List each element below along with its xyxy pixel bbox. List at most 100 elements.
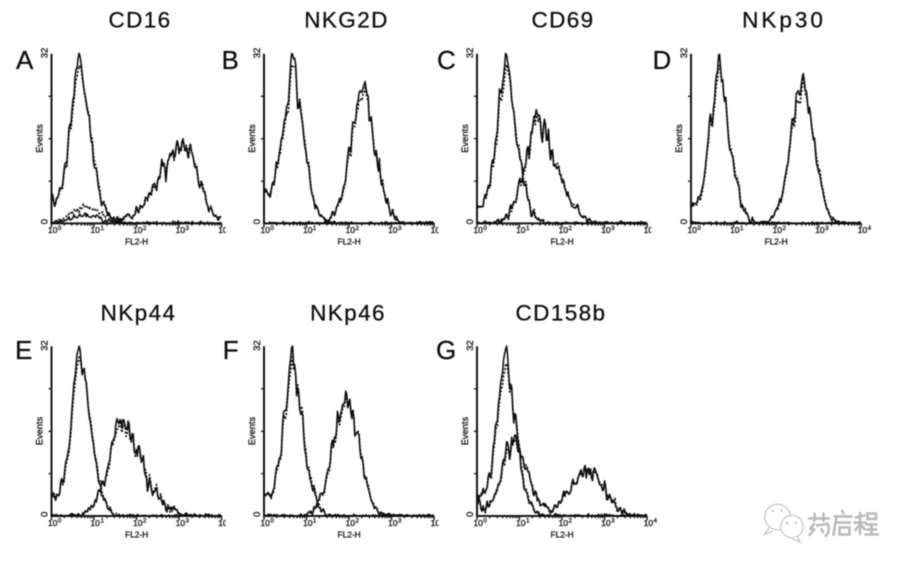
svg-text:3: 3 [398, 225, 402, 232]
svg-text:2: 2 [356, 225, 360, 232]
svg-text:3: 3 [611, 517, 615, 524]
svg-text:F: F [223, 335, 239, 365]
svg-text:0: 0 [270, 517, 274, 524]
svg-text:10: 10 [48, 225, 58, 235]
svg-text:10: 10 [644, 518, 654, 528]
svg-text:0: 0 [39, 512, 50, 517]
svg-text:1: 1 [101, 517, 105, 524]
svg-text:0: 0 [465, 512, 476, 517]
svg-text:2: 2 [356, 517, 360, 524]
svg-text:0: 0 [483, 517, 487, 524]
svg-text:10: 10 [218, 518, 228, 528]
svg-text:NKp44: NKp44 [101, 301, 177, 326]
svg-text:Events: Events [247, 124, 257, 153]
svg-text:10: 10 [730, 225, 740, 235]
svg-text:10: 10 [303, 225, 313, 235]
svg-text:2: 2 [783, 225, 787, 232]
svg-text:10: 10 [388, 518, 398, 528]
svg-text:10: 10 [516, 225, 526, 235]
svg-text:10: 10 [858, 225, 868, 235]
svg-text:G: G [436, 335, 456, 365]
svg-text:10: 10 [90, 225, 100, 235]
svg-text:10: 10 [48, 518, 58, 528]
svg-text:10: 10 [559, 225, 569, 235]
svg-text:10: 10 [601, 225, 611, 235]
svg-text:1: 1 [313, 517, 317, 524]
svg-text:10: 10 [303, 518, 313, 528]
svg-text:Events: Events [35, 124, 45, 153]
svg-text:1: 1 [313, 225, 317, 232]
svg-text:10: 10 [388, 225, 398, 235]
svg-text:FL2-H: FL2-H [337, 237, 360, 247]
svg-text:FL2-H: FL2-H [550, 237, 573, 247]
svg-text:10: 10 [644, 225, 654, 235]
svg-text:10: 10 [260, 518, 270, 528]
svg-text:Events: Events [460, 124, 470, 153]
svg-text:32: 32 [465, 340, 476, 351]
svg-text:B: B [222, 45, 239, 75]
svg-text:Events: Events [35, 417, 45, 446]
svg-text:CD69: CD69 [531, 8, 594, 33]
svg-text:D: D [653, 45, 672, 75]
svg-text:0: 0 [465, 219, 476, 224]
svg-text:10: 10 [601, 518, 611, 528]
svg-text:10: 10 [431, 518, 441, 528]
svg-text:10: 10 [176, 518, 186, 528]
svg-text:10: 10 [516, 518, 526, 528]
svg-text:CD158b: CD158b [516, 301, 607, 326]
svg-text:FL2-H: FL2-H [550, 529, 573, 539]
svg-text:10: 10 [90, 518, 100, 528]
svg-text:1: 1 [526, 517, 530, 524]
svg-text:3: 3 [186, 225, 190, 232]
svg-text:A: A [16, 45, 34, 75]
svg-text:0: 0 [252, 512, 263, 517]
svg-text:NKp46: NKp46 [310, 301, 386, 326]
svg-text:2: 2 [569, 225, 573, 232]
svg-text:3: 3 [611, 225, 615, 232]
svg-text:NKp30: NKp30 [742, 8, 826, 33]
svg-text:10: 10 [133, 518, 143, 528]
svg-text:10: 10 [176, 225, 186, 235]
svg-text:32: 32 [679, 48, 690, 59]
svg-text:3: 3 [186, 517, 190, 524]
svg-text:CD16: CD16 [108, 8, 171, 33]
svg-text:1: 1 [526, 225, 530, 232]
svg-text:32: 32 [39, 48, 50, 59]
svg-text:10: 10 [346, 225, 356, 235]
svg-text:C: C [437, 45, 456, 75]
svg-text:Events: Events [674, 124, 684, 153]
svg-text:4: 4 [868, 225, 872, 232]
svg-text:10: 10 [773, 225, 783, 235]
svg-text:Events: Events [460, 417, 470, 446]
svg-text:10: 10 [346, 518, 356, 528]
svg-text:10: 10 [473, 225, 483, 235]
svg-text:32: 32 [252, 48, 263, 59]
svg-text:1: 1 [101, 225, 105, 232]
svg-text:FL2-H: FL2-H [337, 529, 360, 539]
svg-text:E: E [15, 335, 32, 365]
svg-text:FL2-H: FL2-H [125, 237, 148, 247]
svg-text:10: 10 [431, 225, 441, 235]
svg-text:3: 3 [825, 225, 829, 232]
svg-text:0: 0 [39, 219, 50, 224]
svg-text:10: 10 [473, 518, 483, 528]
svg-text:0: 0 [58, 225, 62, 232]
svg-text:10: 10 [218, 225, 228, 235]
svg-text:2: 2 [143, 517, 147, 524]
svg-text:10: 10 [815, 225, 825, 235]
svg-text:0: 0 [252, 219, 263, 224]
svg-text:0: 0 [483, 225, 487, 232]
svg-text:32: 32 [465, 48, 476, 59]
svg-text:4: 4 [654, 517, 658, 524]
svg-text:0: 0 [58, 517, 62, 524]
svg-text:10: 10 [687, 225, 697, 235]
svg-text:0: 0 [679, 219, 690, 224]
svg-text:2: 2 [143, 225, 147, 232]
svg-text:10: 10 [559, 518, 569, 528]
svg-text:0: 0 [270, 225, 274, 232]
svg-text:10: 10 [260, 225, 270, 235]
svg-text:FL2-H: FL2-H [125, 529, 148, 539]
svg-text:32: 32 [252, 340, 263, 351]
svg-text:32: 32 [39, 340, 50, 351]
svg-text:10: 10 [133, 225, 143, 235]
